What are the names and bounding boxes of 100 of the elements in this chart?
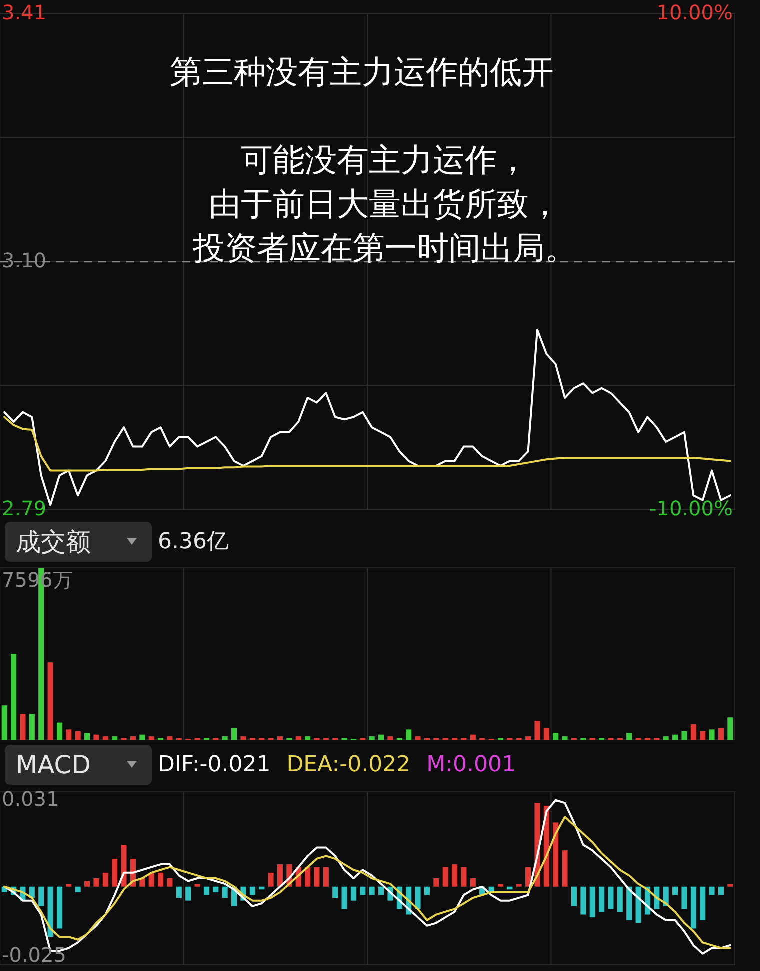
bar	[194, 884, 200, 887]
bar	[167, 878, 173, 887]
series-label: M:0.001	[426, 752, 516, 778]
annotation: 投资者应在第一时间出局。	[192, 229, 577, 267]
bar	[461, 867, 467, 887]
bar	[148, 872, 154, 887]
bar	[571, 886, 577, 906]
bar	[626, 733, 632, 740]
text: DIF:-0.021	[158, 752, 271, 778]
bar	[250, 886, 256, 896]
bar	[406, 730, 412, 740]
bar	[498, 884, 504, 887]
bar	[130, 736, 136, 740]
bar	[140, 734, 146, 740]
bar	[553, 733, 559, 740]
bar	[94, 734, 100, 740]
bar	[56, 722, 62, 740]
bar	[2, 706, 8, 740]
bar	[66, 884, 72, 887]
bar	[709, 730, 715, 740]
bar	[38, 886, 44, 906]
bar	[112, 736, 118, 740]
bar	[590, 886, 596, 918]
bar	[75, 886, 81, 892]
bar	[690, 886, 696, 929]
bar	[718, 728, 724, 740]
bar	[314, 867, 320, 887]
annotation: 由于前日大量出货所致，	[209, 185, 561, 223]
bar	[222, 736, 228, 740]
bar	[121, 845, 127, 887]
bar	[682, 886, 688, 910]
bar	[369, 886, 375, 896]
bar	[305, 736, 311, 740]
bar	[728, 884, 734, 887]
y-tick-label: 3.10	[2, 248, 47, 272]
bar	[424, 886, 430, 896]
bar	[470, 734, 476, 740]
bar	[663, 736, 669, 740]
bar	[434, 878, 440, 887]
bar	[11, 654, 17, 740]
bar	[323, 867, 329, 887]
bar	[350, 886, 356, 901]
bar	[240, 736, 246, 740]
bar	[608, 886, 614, 910]
bar	[84, 881, 90, 887]
bar	[442, 867, 448, 887]
bar	[158, 872, 164, 887]
bar	[388, 736, 394, 740]
y2-tick-label: 10.00%	[656, 0, 733, 24]
bar	[56, 886, 62, 929]
bar	[332, 886, 338, 898]
y-tick-label: 0.031	[2, 786, 60, 811]
bar	[29, 714, 35, 740]
bar	[516, 884, 522, 887]
bar	[84, 733, 90, 740]
bar	[360, 886, 366, 896]
bar	[75, 731, 81, 740]
bar	[112, 858, 118, 887]
bar	[562, 850, 568, 887]
bar	[277, 864, 283, 887]
bar	[562, 736, 568, 740]
bar	[148, 736, 154, 740]
bar	[378, 886, 384, 896]
bar	[20, 714, 26, 740]
bar	[176, 886, 182, 898]
bar	[48, 886, 54, 938]
y-tick-label: 2.79	[2, 496, 47, 520]
bar	[626, 886, 632, 920]
bar	[415, 736, 421, 740]
bar	[553, 822, 559, 887]
bar	[342, 886, 348, 910]
bar	[672, 886, 678, 896]
bar	[700, 886, 706, 920]
bar	[682, 731, 688, 740]
bar	[452, 864, 458, 887]
bar	[718, 886, 724, 896]
bar	[369, 736, 375, 740]
bar	[94, 878, 100, 887]
bar	[599, 886, 605, 912]
bar	[204, 886, 210, 896]
bar	[48, 662, 54, 740]
bar	[617, 886, 623, 912]
bar	[526, 736, 532, 740]
bar	[700, 731, 706, 740]
text: 6.36亿	[158, 530, 229, 554]
bar	[296, 736, 302, 740]
bar	[378, 734, 384, 740]
bar	[544, 728, 550, 740]
bar	[305, 867, 311, 887]
bar	[222, 886, 228, 898]
y-tick-label: 3.41	[2, 0, 47, 24]
bar	[672, 734, 678, 740]
annotation: 可能没有主力运作，	[241, 141, 529, 179]
y2-tick-label: -10.00%	[650, 496, 733, 520]
bar	[534, 721, 540, 740]
chart-title: MACD	[16, 750, 91, 780]
bar	[277, 736, 283, 740]
bar	[232, 728, 238, 740]
text: DEA:-0.022	[286, 752, 411, 778]
bar	[186, 886, 192, 901]
